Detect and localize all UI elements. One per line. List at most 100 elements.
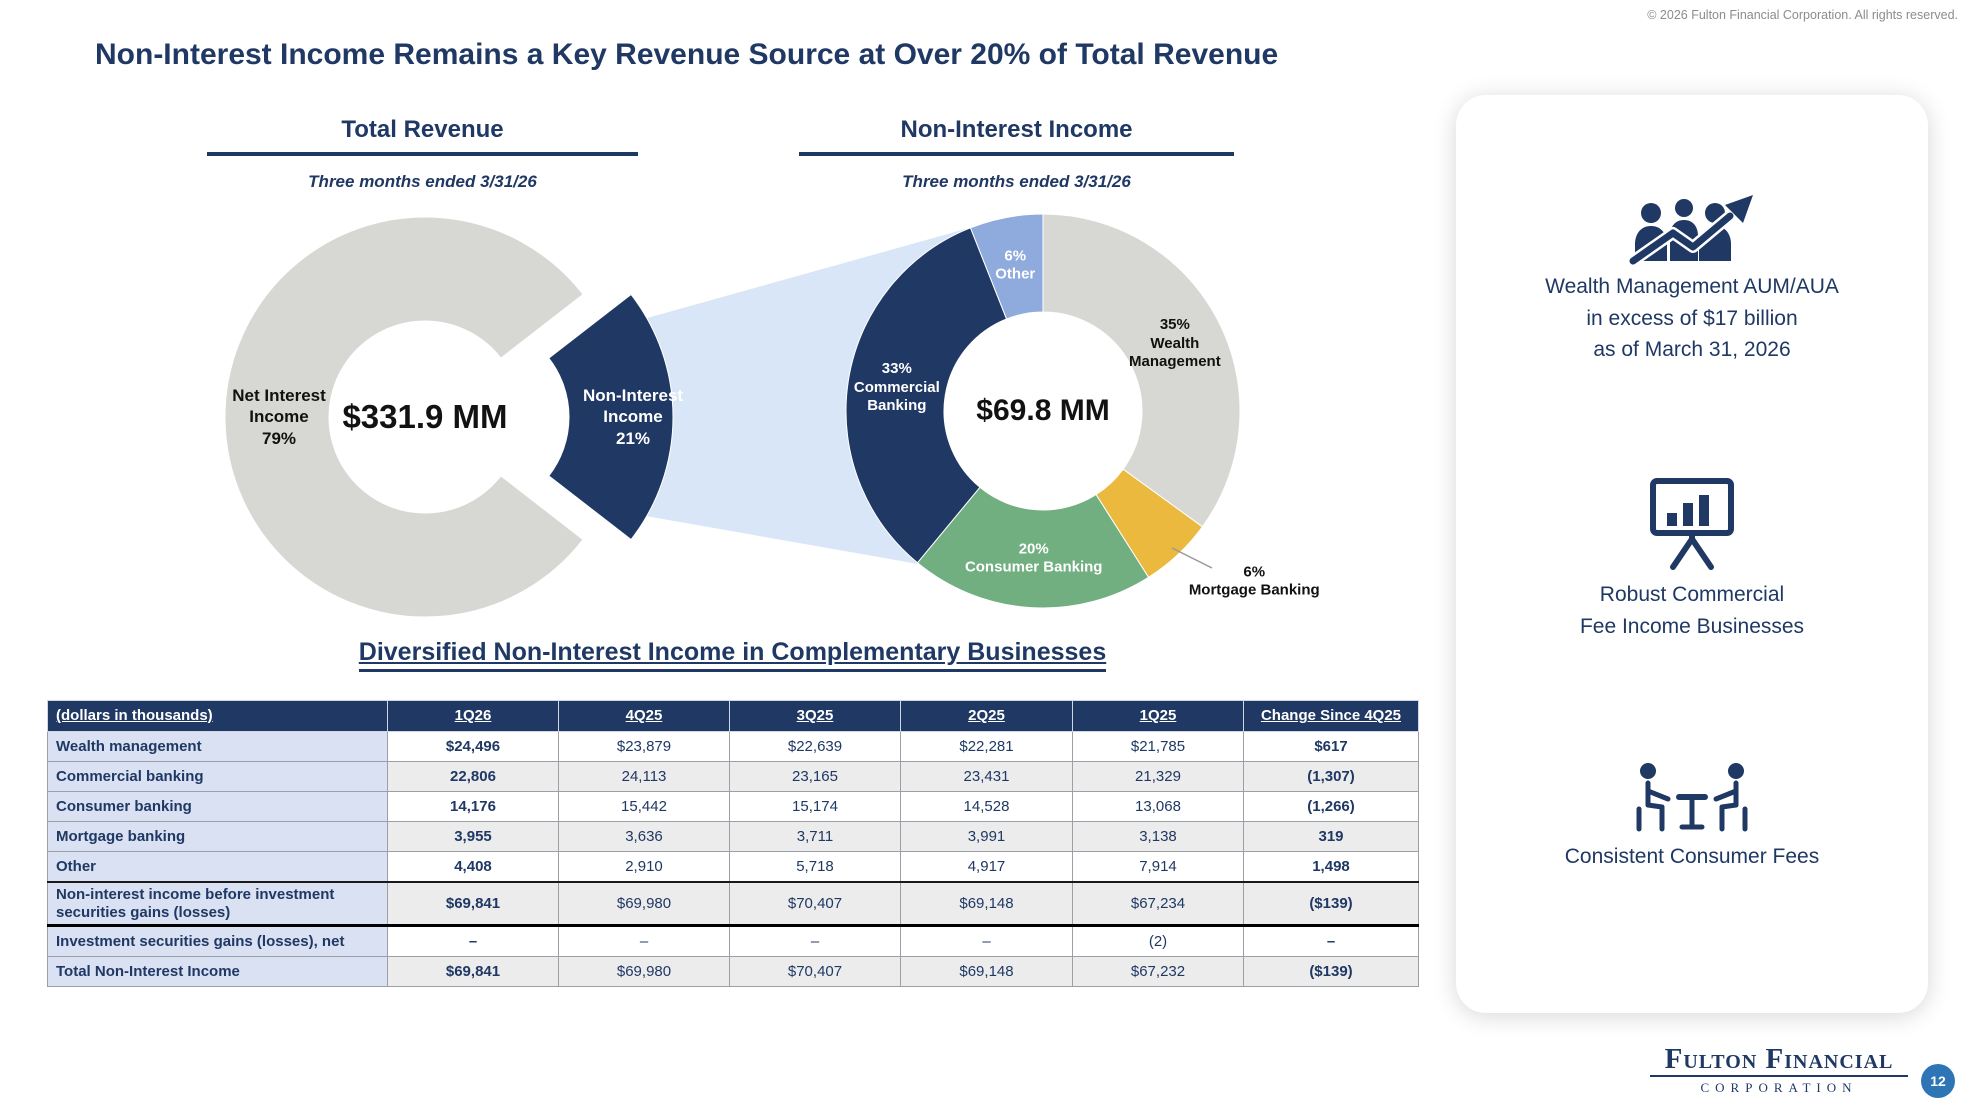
donut-hole [942, 310, 1144, 512]
cell-4q25: 15,442 [558, 791, 730, 822]
cell-1q26: – [387, 925, 559, 958]
cell-2q25: – [900, 925, 1073, 958]
logo-corporation-text: CORPORATION [1700, 1080, 1858, 1096]
mortgage-leader-line [1171, 547, 1213, 569]
cell-1q26: 4,408 [387, 851, 559, 883]
cell-1q25: 7,914 [1072, 851, 1244, 883]
commercial-highlight-line2: Fee Income Businesses [1579, 614, 1805, 638]
non-interest-income-donut [845, 213, 1241, 609]
cell-change-since-4q25: – [1243, 925, 1419, 958]
cell-3q25: 15,174 [729, 791, 901, 822]
cell-1q26: 22,806 [387, 761, 559, 792]
row-label: Investment securities gains (losses), ne… [47, 925, 388, 958]
cell-change-since-4q25: ($139) [1243, 956, 1419, 988]
total-revenue-underline [207, 152, 638, 156]
wealth-highlight-line3: as of March 31, 2026 [1593, 338, 1791, 361]
cell-2q25: 4,917 [900, 851, 1073, 883]
col-header-1q26: 1Q26 [387, 700, 559, 732]
logo-divider [1650, 1075, 1908, 1078]
presentation-chart-icon [1637, 475, 1747, 576]
consumer-meeting-icon [1627, 757, 1757, 842]
cell-4q25: 3,636 [558, 821, 730, 852]
non-interest-income-underline [799, 152, 1234, 156]
commercial-highlight-text: Robust Commercial Fee Income Businesses [1456, 579, 1928, 642]
cell-2q25: 3,991 [900, 821, 1073, 852]
row-label: Mortgage banking [47, 821, 388, 852]
page-number-badge: 12 [1921, 1064, 1955, 1098]
cell-4q25: 24,113 [558, 761, 730, 792]
slice-net-interest-income [224, 216, 584, 618]
col-header-change-since-4q25: Change Since 4Q25 [1243, 700, 1419, 732]
row-label: Non-interest income before investment se… [47, 881, 388, 928]
col-header-4q25: 4Q25 [558, 700, 730, 732]
col-header-3q25: 3Q25 [729, 700, 901, 732]
cell-1q26: $69,841 [387, 956, 559, 988]
cell-4q25: 2,910 [558, 851, 730, 883]
consumer-highlight-line1: Consistent Consumer Fees [1564, 845, 1820, 868]
cell-3q25: $70,407 [729, 881, 901, 928]
cell-4q25: $69,980 [558, 881, 730, 928]
wealth-highlight-text: Wealth Management AUM/AUA in excess of $… [1456, 271, 1928, 366]
cell-1q26: 14,176 [387, 791, 559, 822]
highlights-card: Wealth Management AUM/AUA in excess of $… [1456, 95, 1928, 1013]
wealth-highlight-line2: in excess of $17 billion [1586, 306, 1798, 330]
row-label: Wealth management [47, 731, 388, 762]
cell-2q25: $69,148 [900, 956, 1073, 988]
cell-3q25: – [729, 925, 901, 958]
cell-2q25: $69,148 [900, 881, 1073, 928]
cell-change-since-4q25: 319 [1243, 821, 1419, 852]
col-header-2q25: 2Q25 [900, 700, 1073, 732]
cell-change-since-4q25: (1,307) [1243, 761, 1419, 792]
donut-hole [327, 319, 523, 515]
table-section: Diversified Non-Interest Income in Compl… [47, 638, 1418, 672]
cell-3q25: $22,639 [729, 731, 901, 762]
total-revenue-donut [224, 216, 674, 618]
slice-consumer-banking [916, 486, 1150, 609]
cell-3q25: 5,718 [729, 851, 901, 883]
cell-1q26: $24,496 [387, 731, 559, 762]
slice-wealth-management [1042, 213, 1241, 528]
row-label: Total Non-Interest Income [47, 956, 388, 988]
cell-1q25: (2) [1072, 925, 1244, 958]
table-section-title: Diversified Non-Interest Income in Compl… [358, 638, 1107, 672]
cell-change-since-4q25: (1,266) [1243, 791, 1419, 822]
slice-commercial-banking [845, 227, 1008, 564]
commercial-highlight-line1: Robust Commercial [1599, 583, 1785, 606]
non-interest-income-subtitle: Three months ended 3/31/26 [902, 172, 1131, 191]
table-row-total-non-interest-income: Total Non-Interest Income $69,841 $69,980 $… [47, 956, 1419, 988]
cell-3q25: 23,165 [729, 761, 901, 792]
slice-non-interest-income [548, 293, 674, 541]
total-revenue-subtitle: Three months ended 3/31/26 [308, 172, 537, 191]
cell-1q25: 13,068 [1072, 791, 1244, 822]
cell-change-since-4q25: 1,498 [1243, 851, 1419, 883]
cell-3q25: 3,711 [729, 821, 901, 852]
logo-wordmark: Fulton Financial [1664, 1043, 1894, 1075]
cell-3q25: $70,407 [729, 956, 901, 988]
cell-2q25: 14,528 [900, 791, 1073, 822]
cell-2q25: 23,431 [900, 761, 1073, 792]
row-label: Other [47, 851, 388, 883]
donut-charts-canvas [224, 213, 1241, 618]
cell-2q25: $22,281 [900, 731, 1073, 762]
col-header--dollars-in-thousands-: (dollars in thousands) [47, 700, 388, 732]
cell-4q25: – [558, 925, 730, 958]
col-header-1q25: 1Q25 [1072, 700, 1244, 732]
cell-1q25: 21,329 [1072, 761, 1244, 792]
table-row-non-interest-income-before-investment-se: Non-interest income before investment se… [47, 881, 1419, 928]
fulton-financial-logo: Fulton Financial CORPORATION [1646, 1044, 1912, 1096]
wealth-highlight-line1: Wealth Management AUM/AUA [1545, 275, 1839, 298]
table-row-mortgage-banking: Mortgage banking 3,955 3,636 3,711 3,991 3,13… [47, 821, 1419, 852]
table-row-other: Other 4,408 2,910 5,718 4,917 7,914 1,498 [47, 851, 1419, 883]
page-title: Non-Interest Income Remains a Key Revenu… [95, 38, 1279, 71]
cell-4q25: $69,980 [558, 956, 730, 988]
consumer-highlight-text: Consistent Consumer Fees [1456, 841, 1928, 873]
wealth-growth-icon [1627, 185, 1757, 282]
cell-1q25: $67,234 [1072, 881, 1244, 928]
table-row-commercial-banking: Commercial banking 22,806 24,113 23,165 23,4… [47, 761, 1419, 792]
row-label: Commercial banking [47, 761, 388, 792]
cell-1q26: $69,841 [387, 881, 559, 928]
table-row-investment-securities-gains-losses-net: Investment securities gains (losses), ne… [47, 925, 1419, 958]
slice-other [969, 213, 1044, 320]
cell-1q25: $21,785 [1072, 731, 1244, 762]
